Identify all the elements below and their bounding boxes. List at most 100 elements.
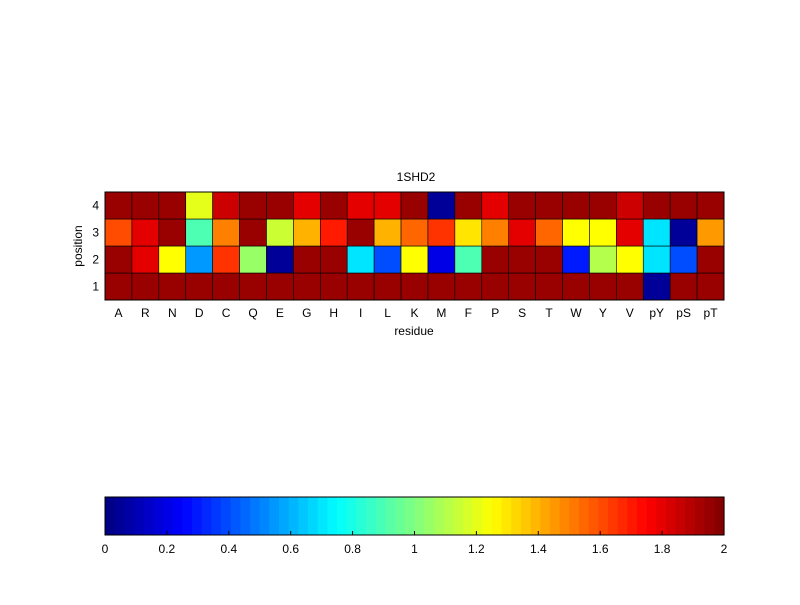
colorbar-swatch	[569, 497, 580, 535]
heatmap-cell	[535, 218, 563, 247]
colorbar-swatch	[433, 497, 445, 535]
colorbar-swatch	[656, 497, 667, 535]
heatmap-cell	[104, 245, 133, 274]
heatmap-cell	[454, 245, 483, 274]
colorbar-swatch	[617, 497, 628, 535]
chart-title: 1SHD2	[397, 170, 436, 184]
heatmap-cell	[373, 272, 402, 301]
x-tick-label: pS	[676, 306, 691, 320]
heatmap-cell	[669, 245, 698, 274]
colorbar-swatch	[337, 497, 348, 535]
colorbar-swatch	[549, 497, 561, 535]
heatmap-cell	[131, 272, 160, 301]
y-tick-label: 2	[92, 253, 99, 267]
colorbar-swatch	[163, 497, 174, 535]
x-tick-label: Y	[599, 306, 607, 320]
x-tick-label: I	[359, 306, 362, 320]
colorbar-swatch	[395, 497, 406, 535]
colorbar-swatch	[346, 497, 358, 535]
heatmap-cell	[131, 191, 160, 220]
x-tick-label: P	[491, 306, 499, 320]
heatmap-cell	[696, 218, 725, 247]
heatmap-cell	[535, 272, 563, 301]
heatmap-cell	[266, 191, 294, 220]
heatmap-cell	[481, 191, 509, 220]
heatmap-cell	[535, 245, 563, 274]
heatmap-cell	[535, 191, 563, 220]
heatmap-cell	[266, 245, 294, 274]
x-tick-label: K	[410, 306, 418, 320]
x-tick-label: R	[141, 306, 150, 320]
colorbar-swatch	[288, 497, 300, 535]
y-tick-labels: 1 2 3 4	[92, 199, 99, 294]
heatmap-cell	[239, 191, 267, 220]
x-tick-label: H	[329, 306, 338, 320]
heatmap-cell	[346, 245, 375, 274]
heatmap-cell	[616, 245, 644, 274]
colorbar-tick-label: 0	[102, 542, 109, 556]
x-tick-label: W	[570, 306, 582, 320]
heatmap-cell	[400, 245, 429, 274]
colorbar-swatch	[665, 497, 677, 535]
heatmap-cell	[616, 218, 644, 247]
colorbar-swatch	[482, 497, 493, 535]
colorbar-swatch	[578, 497, 590, 535]
colorbar-swatch	[375, 497, 387, 535]
heatmap-cell	[589, 218, 617, 247]
colorbar-tick-labels: 0 0.2 0.4 0.6 0.8 1 1.2 1.4 1.6 1.8 2	[102, 531, 728, 556]
y-tick-label: 3	[92, 226, 99, 240]
colorbar-tick-label: 0.2	[159, 542, 176, 556]
heatmap-cell	[158, 218, 187, 247]
heatmap-cell	[346, 191, 375, 220]
x-tick-label: pY	[649, 306, 664, 320]
heatmap-cell	[293, 218, 321, 247]
heatmap-cell	[373, 218, 402, 247]
colorbar-swatch	[192, 497, 203, 535]
colorbar-swatch	[259, 497, 271, 535]
colorbar-swatch	[607, 497, 619, 535]
colorbar-swatch	[124, 497, 135, 535]
colorbar-swatch	[540, 497, 551, 535]
colorbar-swatch	[134, 497, 145, 535]
heatmap-cell	[293, 191, 321, 220]
colorbar-swatch	[240, 497, 251, 535]
x-tick-label: S	[518, 306, 526, 320]
colorbar-swatch	[308, 497, 319, 535]
heatmap-cell	[400, 272, 429, 301]
heatmap-cell	[508, 272, 536, 301]
heatmap-cell	[589, 245, 617, 274]
x-tick-label: F	[465, 306, 472, 320]
colorbar-swatch	[143, 497, 154, 535]
heatmap-cell	[293, 272, 321, 301]
heatmap-cell	[346, 272, 375, 301]
colorbar-swatch	[230, 497, 242, 535]
heatmap-cell	[158, 245, 187, 274]
heatmap-cell	[185, 218, 213, 247]
colorbar-swatch	[646, 497, 657, 535]
colorbar-swatch	[462, 497, 474, 535]
colorbar-swatch	[685, 497, 696, 535]
heatmap-cell	[131, 245, 160, 274]
colorbar-tick-label: 1.2	[468, 542, 485, 556]
x-tick-label: N	[168, 306, 177, 320]
heatmap-cell	[481, 245, 509, 274]
colorbar-swatch	[317, 497, 329, 535]
heatmap-cell	[185, 191, 213, 220]
colorbar-tick-label: 1.6	[592, 542, 609, 556]
heatmap-cell	[562, 272, 590, 301]
colorbar-swatch	[704, 497, 715, 535]
x-tick-label: C	[222, 306, 231, 320]
colorbar-swatch	[472, 497, 483, 535]
colorbar-swatch	[501, 497, 512, 535]
heatmap-cell	[481, 272, 509, 301]
heatmap-cell	[454, 191, 483, 220]
colorbar-swatch	[182, 497, 193, 535]
colorbar-swatch	[114, 497, 125, 535]
colorbar-swatch	[588, 497, 599, 535]
heatmap-cell	[266, 218, 294, 247]
heatmap-cell	[696, 191, 725, 220]
heatmap-cell	[158, 191, 187, 220]
x-tick-label: E	[276, 306, 284, 320]
